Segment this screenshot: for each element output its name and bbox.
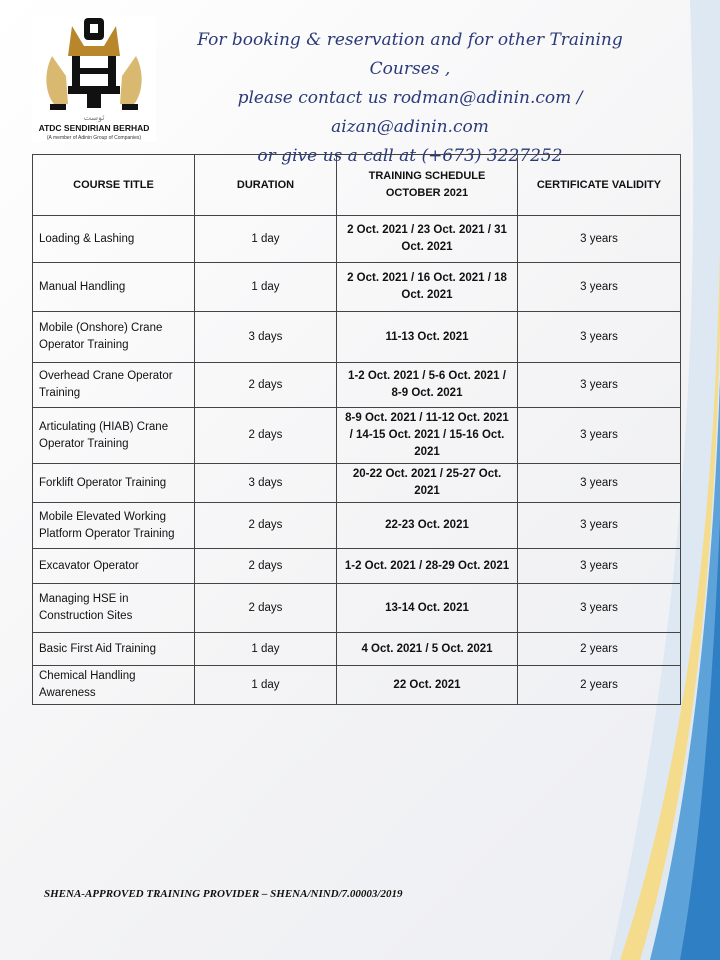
table-row: Forklift Operator Training 3 days 20-22 Oc… <box>32 463 681 503</box>
table-row: Manual Handling 1 day 2 Oct. 2021 / 16 Oct… <box>32 262 681 312</box>
table-row: Chemical Handling Awareness 1 day 22 Oct. … <box>32 665 681 705</box>
cell-course-title: Basic First Aid Training <box>32 632 195 666</box>
table-row: Basic First Aid Training 1 day 4 Oct. 2021… <box>32 632 681 666</box>
cell-course-title: Overhead Crane Operator Training <box>32 362 195 408</box>
cell-schedule: 22-23 Oct. 2021 <box>336 502 518 549</box>
cell-validity: 3 years <box>517 583 681 633</box>
cell-validity: 3 years <box>517 548 681 584</box>
cell-course-title: Manual Handling <box>32 262 195 312</box>
table-row: Loading & Lashing 1 day 2 Oct. 2021 / 23 O… <box>32 215 681 263</box>
header-certificate-validity: CERTIFICATE VALIDITY <box>517 154 681 216</box>
cell-course-title: Loading & Lashing <box>32 215 195 263</box>
cell-duration: 2 days <box>194 407 337 464</box>
cell-course-title: Mobile (Onshore) Crane Operator Training <box>32 311 195 363</box>
header-course-title: COURSE TITLE <box>32 154 195 216</box>
contact-header: For booking & reservation and for other … <box>170 26 650 171</box>
cell-validity: 3 years <box>517 502 681 549</box>
header-line-1: For booking & reservation and for other … <box>197 30 623 79</box>
training-schedule-table: COURSE TITLE DURATION TRAINING SCHEDULE … <box>32 154 681 705</box>
cell-duration: 2 days <box>194 362 337 408</box>
cell-duration: 1 day <box>194 665 337 705</box>
table-row: Excavator Operator 2 days 1-2 Oct. 2021 / … <box>32 548 681 584</box>
cell-course-title: Managing HSE in Construction Sites <box>32 583 195 633</box>
cell-schedule: 1-2 Oct. 2021 / 28-29 Oct. 2021 <box>336 548 518 584</box>
cell-duration: 2 days <box>194 502 337 549</box>
cell-duration: 2 days <box>194 583 337 633</box>
cell-schedule: 2 Oct. 2021 / 16 Oct. 2021 / 18 Oct. 202… <box>336 262 518 312</box>
cell-duration: 3 days <box>194 463 337 503</box>
header-duration: DURATION <box>194 154 337 216</box>
logo-company-name: ATDC SENDIRIAN BERHAD <box>39 123 150 133</box>
cell-schedule: 1-2 Oct. 2021 / 5-6 Oct. 2021 / 8-9 Oct.… <box>336 362 518 408</box>
cell-validity: 3 years <box>517 262 681 312</box>
table-header-row: COURSE TITLE DURATION TRAINING SCHEDULE … <box>32 154 681 216</box>
cell-duration: 2 days <box>194 548 337 584</box>
table-row: Mobile (Onshore) Crane Operator Training… <box>32 311 681 363</box>
table-row: Articulating (HIAB) Crane Operator Train… <box>32 407 681 464</box>
table-row: Overhead Crane Operator Training 2 days 1-… <box>32 362 681 408</box>
svg-text:ﺛﻮﺳﺖ: ﺛﻮﺳﺖ <box>84 113 105 122</box>
cell-duration: 1 day <box>194 632 337 666</box>
table-row: Mobile Elevated Working Platform Operato… <box>32 502 681 549</box>
cell-validity: 3 years <box>517 407 681 464</box>
footer-approval-note: SHENA-APPROVED TRAINING PROVIDER – SHENA… <box>44 888 403 900</box>
cell-schedule: 22 Oct. 2021 <box>336 665 518 705</box>
cell-schedule: 2 Oct. 2021 / 23 Oct. 2021 / 31 Oct. 202… <box>336 215 518 263</box>
company-logo: ﺛﻮﺳﺖ ATDC SENDIRIAN BERHAD (A member of … <box>32 16 156 142</box>
cell-schedule: 4 Oct. 2021 / 5 Oct. 2021 <box>336 632 518 666</box>
cell-schedule: 11-13 Oct. 2021 <box>336 311 518 363</box>
cell-course-title: Chemical Handling Awareness <box>32 665 195 705</box>
cell-schedule: 20-22 Oct. 2021 / 25-27 Oct. 2021 <box>336 463 518 503</box>
logo-tagline: (A member of Adinin Group of Companies) <box>47 135 142 141</box>
cell-course-title: Articulating (HIAB) Crane Operator Train… <box>32 407 195 464</box>
table-row: Managing HSE in Construction Sites 2 days… <box>32 583 681 633</box>
cell-course-title: Forklift Operator Training <box>32 463 195 503</box>
cell-validity: 2 years <box>517 665 681 705</box>
cell-course-title: Mobile Elevated Working Platform Operato… <box>32 502 195 549</box>
cell-validity: 3 years <box>517 215 681 263</box>
header-training-schedule: TRAINING SCHEDULE OCTOBER 2021 <box>336 154 518 216</box>
cell-schedule: 13-14 Oct. 2021 <box>336 583 518 633</box>
cell-duration: 1 day <box>194 215 337 263</box>
header-line-2: please contact us rodman@adinin.com / ai… <box>237 88 583 137</box>
cell-validity: 3 years <box>517 311 681 363</box>
cell-schedule: 8-9 Oct. 2021 / 11-12 Oct. 2021 / 14-15 … <box>336 407 518 464</box>
cell-course-title: Excavator Operator <box>32 548 195 584</box>
cell-duration: 3 days <box>194 311 337 363</box>
cell-validity: 3 years <box>517 463 681 503</box>
cell-duration: 1 day <box>194 262 337 312</box>
cell-validity: 3 years <box>517 362 681 408</box>
cell-validity: 2 years <box>517 632 681 666</box>
